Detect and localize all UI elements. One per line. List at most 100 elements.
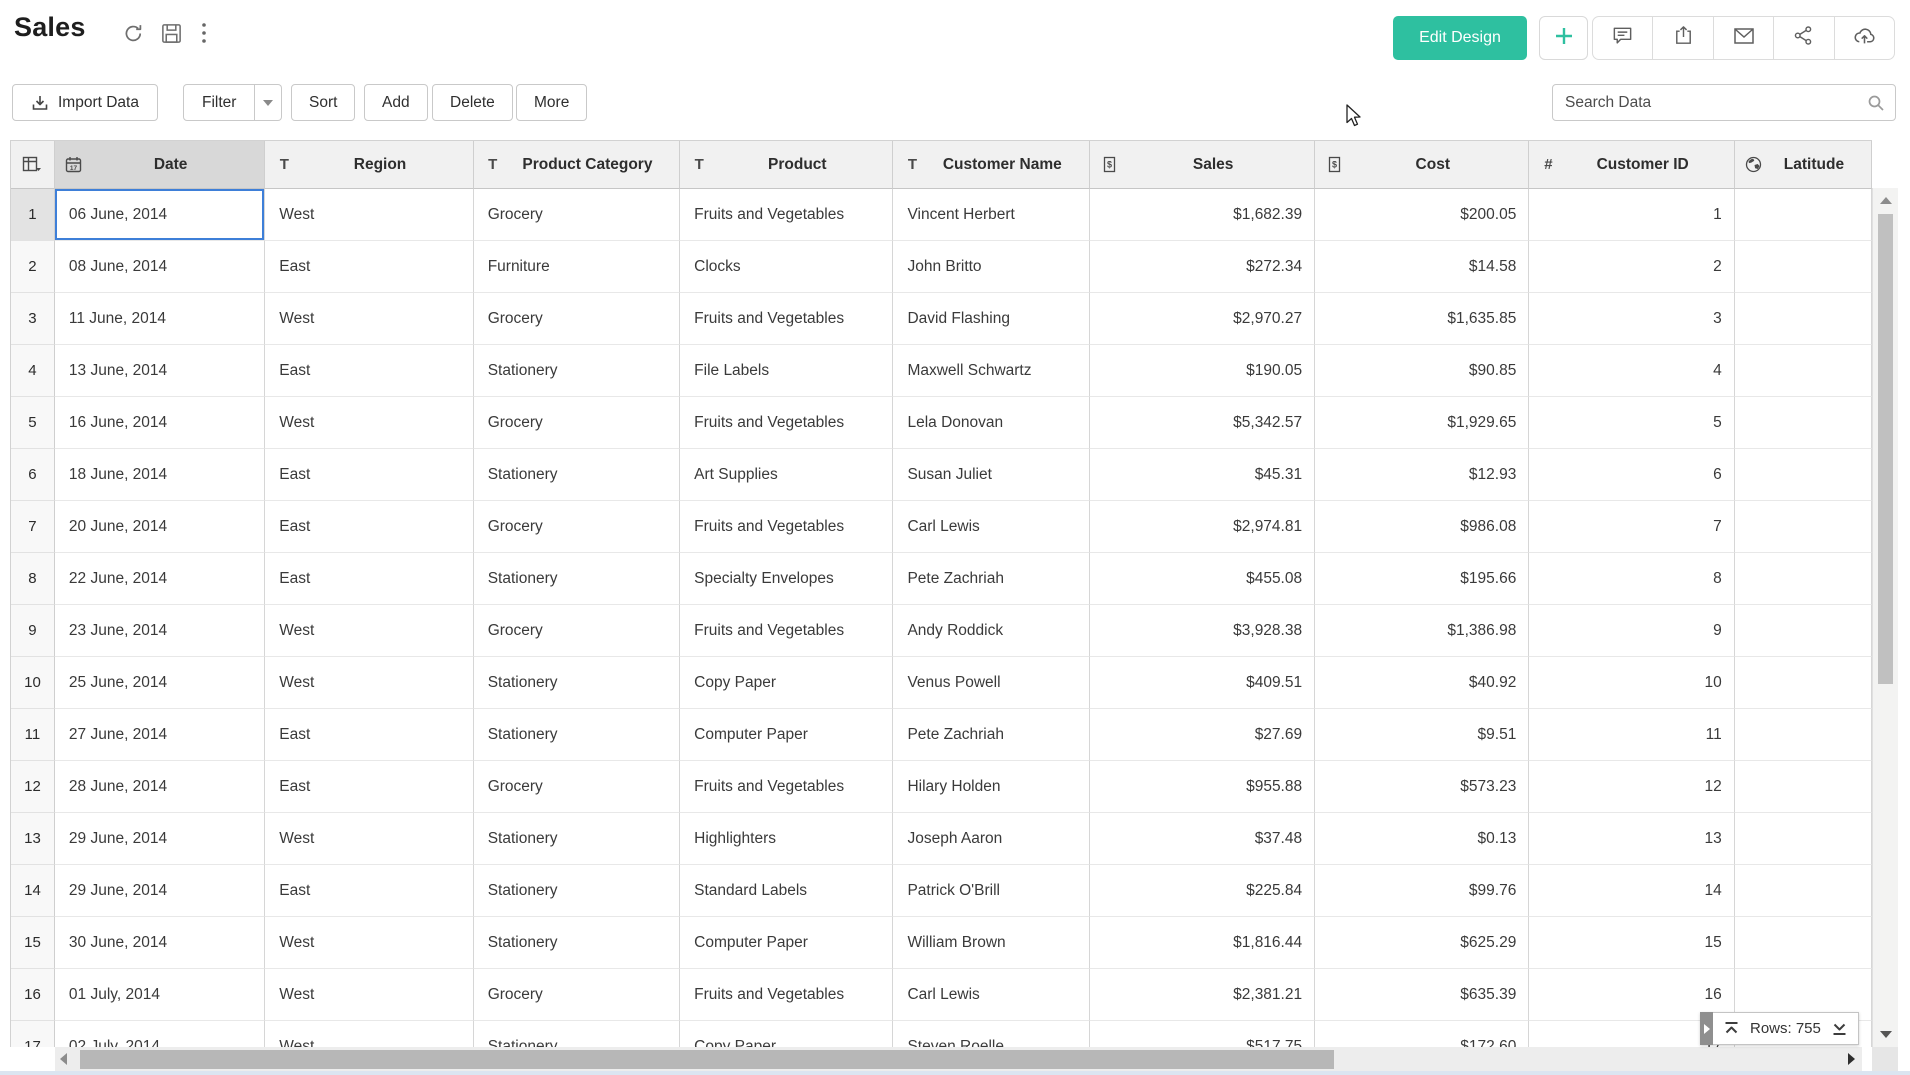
cell-latitude[interactable] xyxy=(1734,761,1872,813)
vertical-scrollbar[interactable] xyxy=(1872,188,1898,1047)
cell-category[interactable]: Stationery xyxy=(473,345,681,397)
cell-customer_id[interactable]: 10 xyxy=(1529,657,1735,709)
cell-date[interactable]: 02 July, 2014 xyxy=(54,1021,266,1047)
add-button[interactable]: Add xyxy=(364,84,428,121)
cell-sales[interactable]: $455.08 xyxy=(1090,553,1316,605)
cell-category[interactable]: Stationery xyxy=(473,917,681,969)
cell-date[interactable]: 01 July, 2014 xyxy=(54,969,266,1021)
cell-cost[interactable]: $1,929.65 xyxy=(1315,397,1530,449)
cell-category[interactable]: Grocery xyxy=(473,761,681,813)
cell-category[interactable]: Grocery xyxy=(473,397,681,449)
horizontal-scrollbar-thumb[interactable] xyxy=(80,1050,1334,1069)
cell-customer_id[interactable]: 14 xyxy=(1529,865,1735,917)
badge-collapse-button[interactable] xyxy=(1700,1012,1713,1045)
cell-date[interactable]: 08 June, 2014 xyxy=(54,241,266,293)
row-number[interactable]: 11 xyxy=(11,709,55,761)
row-number[interactable]: 6 xyxy=(11,449,55,501)
cell-customer_id[interactable]: 15 xyxy=(1529,917,1735,969)
cell-date[interactable]: 29 June, 2014 xyxy=(54,865,266,917)
cell-cost[interactable]: $195.66 xyxy=(1315,553,1530,605)
cell-category[interactable]: Stationery xyxy=(473,553,681,605)
row-number[interactable]: 9 xyxy=(11,605,55,657)
scroll-down-arrow-icon[interactable] xyxy=(1880,1031,1892,1038)
cell-region[interactable]: East xyxy=(265,761,474,813)
cell-latitude[interactable] xyxy=(1734,553,1872,605)
cell-category[interactable]: Grocery xyxy=(473,969,681,1021)
cell-region[interactable]: West xyxy=(265,293,474,345)
cell-product[interactable]: Fruits and Vegetables xyxy=(680,605,894,657)
cell-customer[interactable]: William Brown xyxy=(893,917,1091,969)
cell-customer[interactable]: Vincent Herbert xyxy=(893,189,1091,241)
share-button[interactable] xyxy=(1774,17,1835,59)
cell-region[interactable]: East xyxy=(265,449,474,501)
go-to-last-row-button[interactable] xyxy=(1831,1021,1848,1036)
cell-date[interactable]: 13 June, 2014 xyxy=(54,345,266,397)
import-data-button[interactable]: Import Data xyxy=(12,84,158,121)
cell-sales[interactable]: $409.51 xyxy=(1090,657,1316,709)
header-cell-latitude[interactable]: Latitude xyxy=(1734,141,1872,189)
cell-latitude[interactable] xyxy=(1734,865,1872,917)
cell-latitude[interactable] xyxy=(1734,189,1872,241)
cell-region[interactable]: East xyxy=(265,865,474,917)
row-number[interactable]: 1 xyxy=(11,189,55,241)
cell-date[interactable]: 16 June, 2014 xyxy=(54,397,266,449)
cell-sales[interactable]: $517.75 xyxy=(1090,1021,1316,1047)
header-cell-cost[interactable]: $ Cost xyxy=(1315,141,1530,189)
cell-cost[interactable]: $40.92 xyxy=(1315,657,1530,709)
cell-latitude[interactable] xyxy=(1734,397,1872,449)
cell-cost[interactable]: $1,386.98 xyxy=(1315,605,1530,657)
cell-customer[interactable]: Maxwell Schwartz xyxy=(893,345,1091,397)
cell-cost[interactable]: $573.23 xyxy=(1315,761,1530,813)
cell-product[interactable]: Highlighters xyxy=(680,813,894,865)
cell-product[interactable]: Fruits and Vegetables xyxy=(680,397,894,449)
cell-date[interactable]: 25 June, 2014 xyxy=(54,657,266,709)
row-number[interactable]: 4 xyxy=(11,345,55,397)
cell-product[interactable]: Specialty Envelopes xyxy=(680,553,894,605)
horizontal-scrollbar[interactable] xyxy=(55,1047,1862,1072)
cell-cost[interactable]: $0.13 xyxy=(1315,813,1530,865)
refresh-icon[interactable] xyxy=(120,20,146,46)
cell-region[interactable]: East xyxy=(265,553,474,605)
publish-button[interactable] xyxy=(1835,17,1894,59)
cell-cost[interactable]: $9.51 xyxy=(1315,709,1530,761)
row-number[interactable]: 16 xyxy=(11,969,55,1021)
cell-latitude[interactable] xyxy=(1734,501,1872,553)
cell-category[interactable]: Grocery xyxy=(473,293,681,345)
cell-product[interactable]: Fruits and Vegetables xyxy=(680,293,894,345)
cell-customer[interactable]: Hilary Holden xyxy=(893,761,1091,813)
more-button[interactable]: More xyxy=(516,84,588,121)
cell-category[interactable]: Stationery xyxy=(473,657,681,709)
filter-dropdown-button[interactable] xyxy=(255,84,283,121)
vertical-scrollbar-thumb[interactable] xyxy=(1878,214,1893,684)
cell-latitude[interactable] xyxy=(1734,813,1872,865)
cell-customer_id[interactable]: 2 xyxy=(1529,241,1735,293)
header-cell-product[interactable]: T Product xyxy=(680,141,894,189)
row-number[interactable]: 17 xyxy=(11,1021,55,1047)
kebab-menu-icon[interactable] xyxy=(197,20,211,46)
cell-date[interactable]: 20 June, 2014 xyxy=(54,501,266,553)
header-cell-rownum[interactable] xyxy=(11,141,55,189)
go-to-first-row-button[interactable] xyxy=(1723,1021,1740,1036)
cell-region[interactable]: East xyxy=(265,345,474,397)
cell-category[interactable]: Stationery xyxy=(473,709,681,761)
cell-customer[interactable]: Pete Zachriah xyxy=(893,709,1091,761)
search-icon[interactable] xyxy=(1867,94,1885,112)
cell-latitude[interactable] xyxy=(1734,605,1872,657)
save-icon[interactable] xyxy=(158,20,184,46)
cell-category[interactable]: Stationery xyxy=(473,449,681,501)
cell-product[interactable]: Copy Paper xyxy=(680,657,894,709)
cell-product[interactable]: Standard Labels xyxy=(680,865,894,917)
cell-date[interactable]: 30 June, 2014 xyxy=(54,917,266,969)
cell-customer[interactable]: Steven Roelle xyxy=(893,1021,1091,1047)
cell-date[interactable]: 18 June, 2014 xyxy=(54,449,266,501)
cell-cost[interactable]: $1,635.85 xyxy=(1315,293,1530,345)
cell-customer_id[interactable]: 7 xyxy=(1529,501,1735,553)
comment-button[interactable] xyxy=(1593,17,1654,59)
row-number[interactable]: 5 xyxy=(11,397,55,449)
cell-region[interactable]: West xyxy=(265,917,474,969)
cell-customer_id[interactable]: 6 xyxy=(1529,449,1735,501)
cell-sales[interactable]: $190.05 xyxy=(1090,345,1316,397)
cell-sales[interactable]: $1,816.44 xyxy=(1090,917,1316,969)
cell-date[interactable]: 06 June, 2014 xyxy=(54,189,266,241)
cell-cost[interactable]: $172.60 xyxy=(1315,1021,1530,1047)
